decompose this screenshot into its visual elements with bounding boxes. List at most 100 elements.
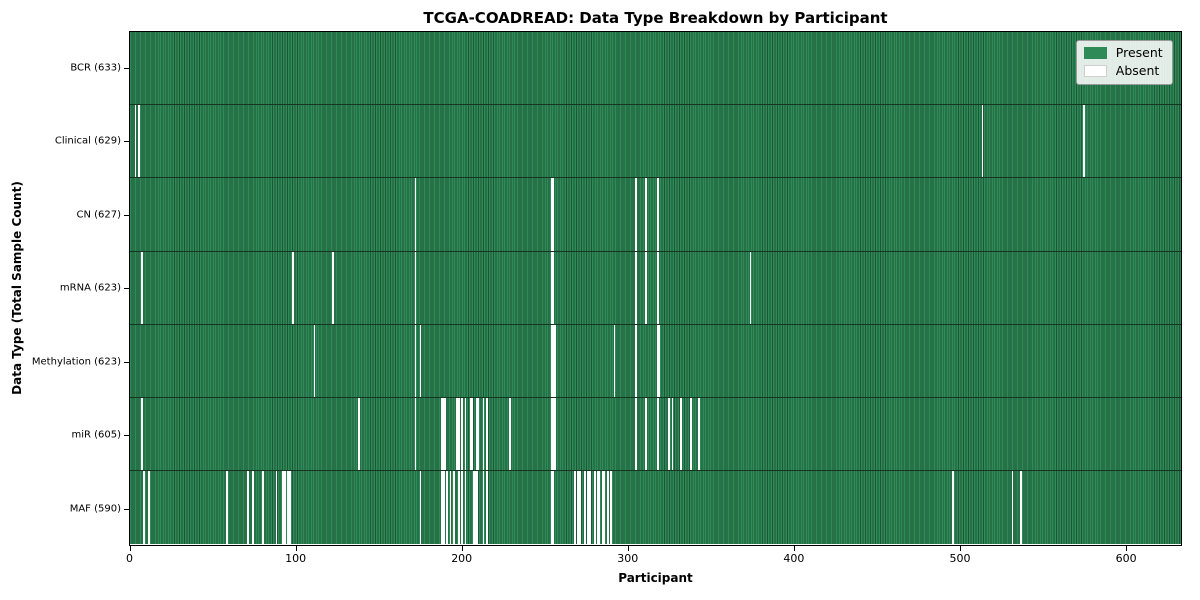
absent-stripe bbox=[414, 251, 417, 324]
absent-stripe bbox=[658, 324, 661, 398]
absent-stripe bbox=[550, 398, 553, 471]
absent-stripe bbox=[449, 471, 452, 545]
y-tick-mark bbox=[124, 288, 129, 290]
x-tick-label: 200 bbox=[451, 552, 473, 565]
x-tick-mark bbox=[960, 546, 961, 551]
absent-stripe bbox=[635, 324, 637, 398]
absent-stripe bbox=[262, 471, 264, 545]
absent-stripe bbox=[1019, 471, 1022, 545]
absent-stripe bbox=[749, 251, 752, 324]
absent-stripe bbox=[142, 471, 145, 545]
absent-stripe bbox=[645, 251, 647, 324]
y-tick-mark bbox=[124, 214, 129, 216]
x-tick-label: 0 bbox=[126, 552, 133, 565]
absent-stripe bbox=[461, 398, 463, 471]
x-tick-label: 100 bbox=[285, 552, 307, 565]
x-tick-mark bbox=[1126, 546, 1128, 551]
absent-stripe bbox=[587, 471, 589, 545]
absent-stripe bbox=[635, 178, 637, 251]
absent-stripe bbox=[472, 471, 475, 545]
absent-stripe bbox=[552, 398, 555, 471]
heatmap-row-clinical bbox=[129, 105, 1181, 179]
y-tick-label: Clinical (629) bbox=[54, 135, 121, 147]
absent-stripe bbox=[464, 398, 467, 471]
absent-stripe bbox=[287, 471, 289, 545]
absent-stripe bbox=[656, 398, 659, 471]
absent-stripe bbox=[275, 471, 278, 545]
absent-stripe bbox=[578, 471, 581, 545]
x-tick-label: 400 bbox=[783, 552, 805, 565]
absent-stripe bbox=[610, 471, 613, 545]
absent-stripe bbox=[137, 105, 140, 178]
legend-entry-present: Present bbox=[1083, 46, 1163, 60]
absent-stripe bbox=[656, 178, 659, 251]
absent-stripe bbox=[419, 471, 422, 545]
absent-stripe bbox=[482, 471, 485, 545]
y-tick-mark bbox=[124, 361, 129, 363]
x-tick-mark bbox=[627, 546, 629, 551]
heatmap-row-methylation bbox=[129, 324, 1181, 399]
absent-stripe bbox=[358, 398, 361, 471]
absent-stripe bbox=[635, 251, 637, 324]
y-tick-mark bbox=[124, 141, 129, 143]
heatmap-row-bcr bbox=[129, 32, 1181, 106]
absent-stripe bbox=[598, 471, 601, 545]
absent-stripe bbox=[597, 471, 599, 545]
absent-stripe bbox=[225, 471, 228, 545]
absent-stripe bbox=[671, 398, 674, 471]
absent-stripe bbox=[441, 398, 443, 471]
legend: Present Absent bbox=[1075, 40, 1173, 85]
absent-stripe bbox=[951, 471, 954, 545]
absent-stripe bbox=[607, 471, 609, 545]
absent-stripe bbox=[554, 398, 556, 471]
absent-stripe bbox=[552, 471, 555, 545]
absent-stripe bbox=[552, 251, 555, 324]
y-tick-label: mRNA (623) bbox=[59, 282, 121, 294]
absent-stripe bbox=[1011, 471, 1014, 545]
absent-stripe bbox=[474, 471, 477, 545]
absent-stripe bbox=[282, 471, 284, 545]
absent-stripe bbox=[593, 471, 596, 545]
absent-stripe bbox=[552, 178, 555, 251]
absent-stripe bbox=[457, 471, 460, 545]
absent-stripe bbox=[645, 178, 647, 251]
absent-stripe bbox=[550, 471, 553, 545]
absent-stripe bbox=[147, 471, 150, 545]
absent-stripe bbox=[141, 251, 143, 324]
absent-stripe bbox=[477, 398, 480, 471]
absent-stripe bbox=[444, 398, 447, 471]
absent-stripe bbox=[550, 324, 553, 398]
x-tick-mark bbox=[295, 546, 297, 551]
absent-stripe bbox=[446, 471, 448, 545]
absent-stripe bbox=[689, 398, 692, 471]
absent-stripe bbox=[486, 471, 488, 545]
absent-stripe bbox=[283, 471, 286, 545]
y-tick-label: BCR (633) bbox=[70, 62, 121, 74]
absent-stripe bbox=[981, 105, 984, 178]
absent-stripe bbox=[645, 398, 647, 471]
absent-stripe bbox=[331, 251, 334, 324]
x-tick-mark bbox=[129, 546, 131, 551]
y-tick-label: miR (605) bbox=[71, 429, 121, 441]
absent-stripe bbox=[656, 324, 659, 398]
absent-stripe bbox=[668, 398, 671, 471]
absent-stripe bbox=[252, 471, 255, 545]
absent-stripe bbox=[457, 398, 460, 471]
x-tick-mark bbox=[793, 546, 795, 551]
y-tick-label: CN (627) bbox=[76, 209, 121, 221]
absent-stripe bbox=[134, 105, 137, 178]
absent-stripe bbox=[602, 471, 604, 545]
absent-stripe bbox=[414, 398, 417, 471]
absent-stripe bbox=[288, 471, 291, 545]
x-tick-label: 300 bbox=[617, 552, 639, 565]
legend-entry-absent: Absent bbox=[1083, 64, 1163, 78]
absent-stripe bbox=[476, 398, 478, 471]
heatmap-row-cn bbox=[129, 178, 1181, 252]
heatmap-row-maf bbox=[129, 471, 1181, 545]
absent-stripe bbox=[613, 324, 616, 398]
absent-stripe bbox=[141, 398, 143, 471]
absent-stripe bbox=[292, 251, 294, 324]
absent-stripe bbox=[656, 251, 659, 324]
absent-stripe bbox=[588, 471, 591, 545]
